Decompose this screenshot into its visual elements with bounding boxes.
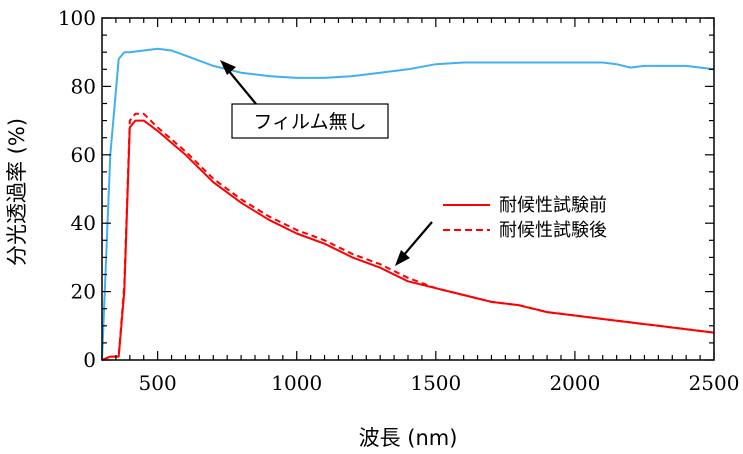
ticks-layer bbox=[102, 17, 715, 361]
x-tick-label: 2000 bbox=[549, 371, 600, 395]
x-tick-label: 1000 bbox=[271, 371, 322, 395]
legend-arrow-line bbox=[402, 221, 433, 257]
x-tick-label: 1500 bbox=[410, 371, 461, 395]
legend-arrowhead bbox=[395, 250, 410, 266]
x-tick-label: 500 bbox=[139, 371, 177, 395]
y-tick-label: 40 bbox=[71, 211, 96, 235]
annotation-label: フィルム無し bbox=[253, 111, 366, 133]
y-tick-label: 20 bbox=[71, 280, 96, 304]
annotation-box bbox=[231, 103, 389, 139]
tick-labels: 500 1000 1500 2000 2500 0 20 40 60 80 100 bbox=[58, 6, 740, 395]
series-line-2 bbox=[101, 47, 715, 361]
x-tick-label: 2500 bbox=[689, 371, 740, 395]
series-line-1 bbox=[101, 112, 715, 361]
annotation-arrowhead bbox=[220, 60, 236, 75]
y-tick-label: 60 bbox=[71, 143, 96, 167]
annotation-film-none: フィルム無し bbox=[220, 60, 389, 139]
legend-box bbox=[435, 187, 657, 245]
y-tick-label: 0 bbox=[83, 348, 96, 372]
y-tick-label: 100 bbox=[58, 6, 96, 30]
legend-label-before: 耐候性試験前 bbox=[499, 195, 607, 216]
x-axis-title: 波長 (nm) bbox=[359, 426, 458, 450]
legend-label-after: 耐候性試験後 bbox=[499, 220, 607, 241]
y-tick-label: 80 bbox=[71, 74, 96, 98]
annotation-arrow-line bbox=[227, 69, 257, 105]
legend: 耐候性試験前 耐候性試験後 bbox=[395, 187, 657, 266]
y-axis-title: 分光透過率 (%) bbox=[5, 118, 29, 266]
series-layer bbox=[101, 47, 715, 361]
